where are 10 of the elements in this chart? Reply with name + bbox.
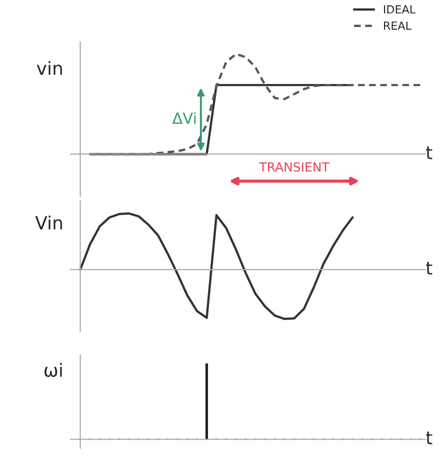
y-axis-title: ωi	[44, 362, 62, 377]
text: TRANSIENT	[259, 162, 330, 172]
x-axis-title: t	[426, 146, 432, 160]
y-axis-title: vin	[36, 61, 62, 75]
annotation: ΔVi	[172, 112, 196, 124]
y-axis-title: Vin	[35, 216, 62, 230]
x-axis-title: t	[426, 432, 432, 444]
x-axis-title: t	[426, 262, 432, 275]
legend-label: IDEAL	[384, 5, 416, 14]
legend-label: REAL	[384, 22, 412, 30]
